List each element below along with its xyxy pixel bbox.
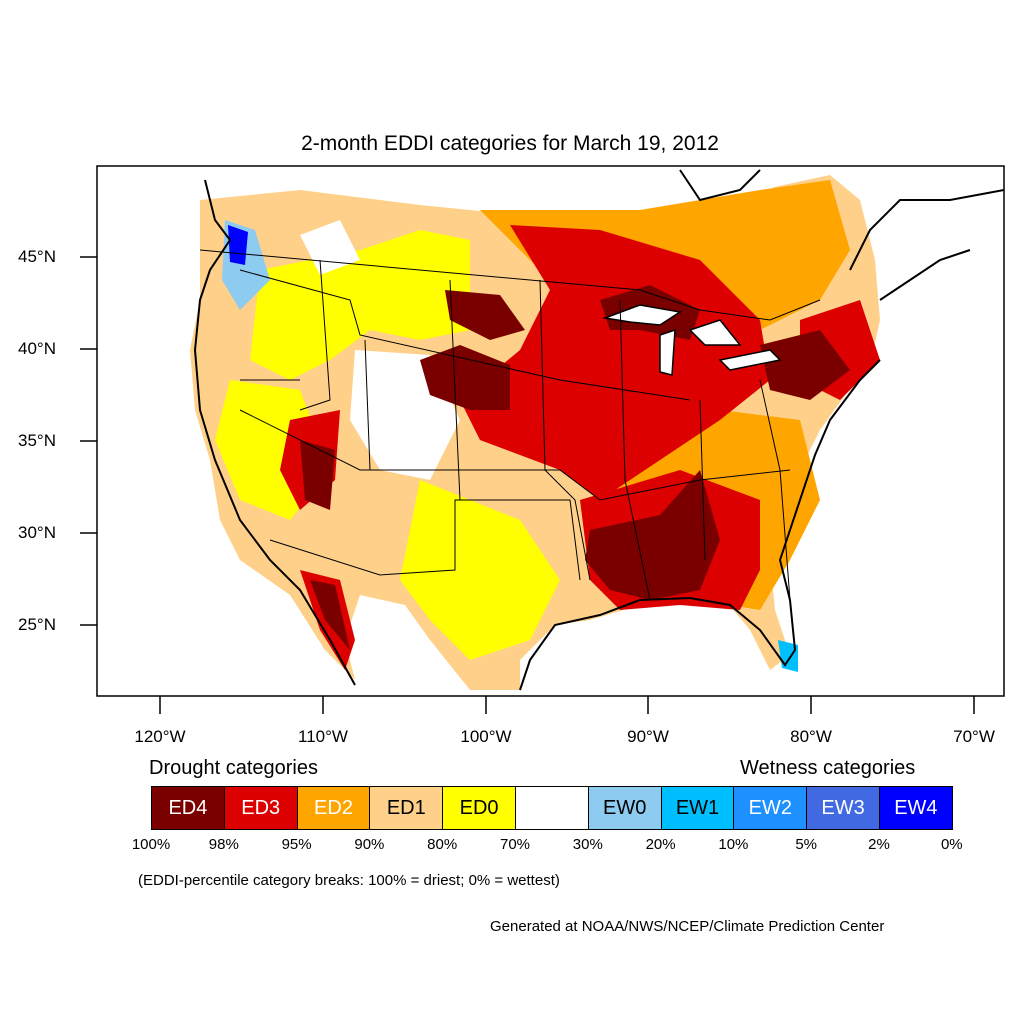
legend-box-ew1: EW1 [660,786,735,830]
legend-break-label: 70% [499,836,531,853]
ed4-region-plains [420,345,510,410]
legend-box-ew0: EW0 [587,786,662,830]
legend-break-label: 30% [572,836,603,853]
category-note: (EDDI-percentile category breaks: 100% =… [138,872,560,889]
coastlines [193,169,1004,691]
legend-box-ed1: ED1 [369,786,444,830]
ed4-region-ne [760,330,850,400]
ed4-region-utah [300,440,335,510]
lon-label-70: 70°W [953,727,995,746]
lat-label-35: 35°N [18,431,56,450]
legend-break-label: 10% [718,836,749,853]
legend-box-ew2: EW2 [733,786,808,830]
ew4-region-nw [228,225,248,265]
legend-break-label: 98% [208,836,239,853]
lat-label-25: 25°N [18,615,56,634]
lon-label-90: 90°W [627,727,669,746]
map-frame [96,165,1005,697]
ed3-region-midwest [460,225,770,500]
legend-box-ew3: EW3 [806,786,880,830]
legend-box-ed4: ED4 [151,786,225,830]
legend-box-ed3: ED3 [223,786,298,830]
legend-break-label: 2% [868,836,890,853]
legend-break-label: 5% [795,836,818,853]
legend-break-label: 0% [940,836,963,853]
drought-heading: Drought categories [149,757,318,779]
lon-label-100: 100°W [460,727,512,746]
state-boundaries [199,249,821,601]
ed4-region-gulf [585,470,720,600]
wetness-heading: Wetness categories [740,757,916,779]
credit-line: Generated at NOAA/NWS/NCEP/Climate Predi… [490,918,885,935]
ed4-region-baja [310,580,350,650]
lon-label-110: 110°W [298,727,348,746]
ed0-region-south [400,480,560,660]
legend-break-label: 90% [354,836,385,853]
lat-label-30: 30°N [18,523,56,542]
lat-label-40: 40°N [18,339,56,358]
ew-region-florida [778,640,798,672]
legend-break-label: 80% [427,836,458,853]
map-title: 2-month EDDI categories for March 19, 20… [301,132,719,155]
ed4-region-dakotas [445,290,525,340]
legend-box-normal [515,786,589,830]
lon-label-120: 120°W [134,727,186,746]
great-lakes [602,304,782,376]
legend-box-ew4: EW4 [879,786,953,830]
legend-break-label: 95% [281,836,312,853]
legend-break-label: 100% [131,836,171,853]
legend-box-ed2: ED2 [296,786,371,830]
lat-label-45: 45°N [18,247,56,266]
legend-break-label: 20% [645,836,676,853]
lon-label-80: 80°W [790,727,832,746]
legend-box-ed0: ED0 [442,786,516,830]
axis-ticks [80,256,975,714]
ed0-region-west [250,230,470,380]
normal-region-nw [300,220,360,275]
